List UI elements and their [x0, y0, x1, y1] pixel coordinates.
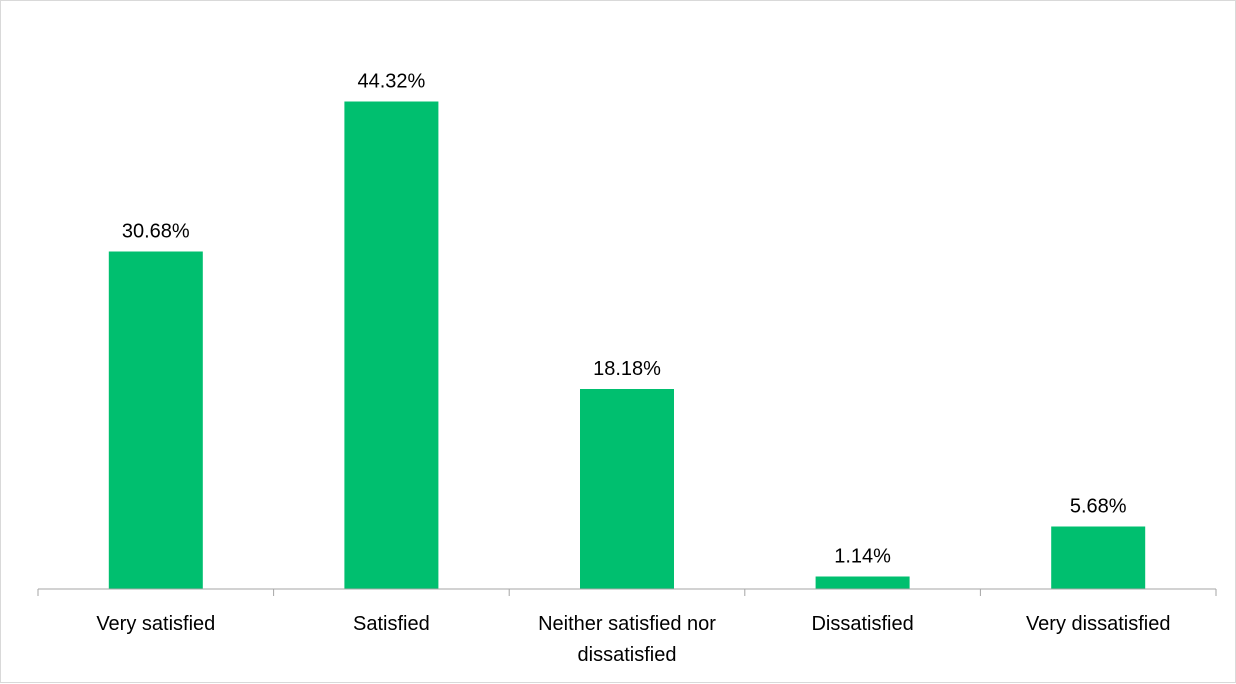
category-label: Very satisfied	[96, 613, 215, 635]
category-label: Dissatisfied	[811, 613, 913, 635]
bar	[815, 576, 910, 589]
bar-value-label: 1.14%	[834, 546, 891, 568]
category-label: Very dissatisfied	[1026, 613, 1171, 635]
bar	[108, 251, 203, 589]
bar-value-label: 5.68%	[1070, 496, 1127, 518]
x-axis	[37, 588, 1217, 596]
data-labels-layer: 30.68% 44.32% 18.18% 1.14% 5.68%	[122, 71, 1127, 568]
bar-value-label: 30.68%	[122, 221, 190, 243]
bar-value-label: 18.18%	[593, 358, 661, 380]
bars-layer	[108, 101, 1146, 589]
bar	[1051, 526, 1146, 589]
bar	[344, 101, 439, 589]
bar-value-label: 44.32%	[357, 71, 425, 93]
category-labels-layer: Very satisfied Satisfied Neither satisfied…	[96, 613, 1170, 666]
category-label: Neither satisfied nor	[538, 613, 716, 635]
category-label: Satisfied	[353, 613, 430, 635]
bar	[580, 389, 674, 589]
category-label: dissatisfied	[578, 644, 677, 666]
